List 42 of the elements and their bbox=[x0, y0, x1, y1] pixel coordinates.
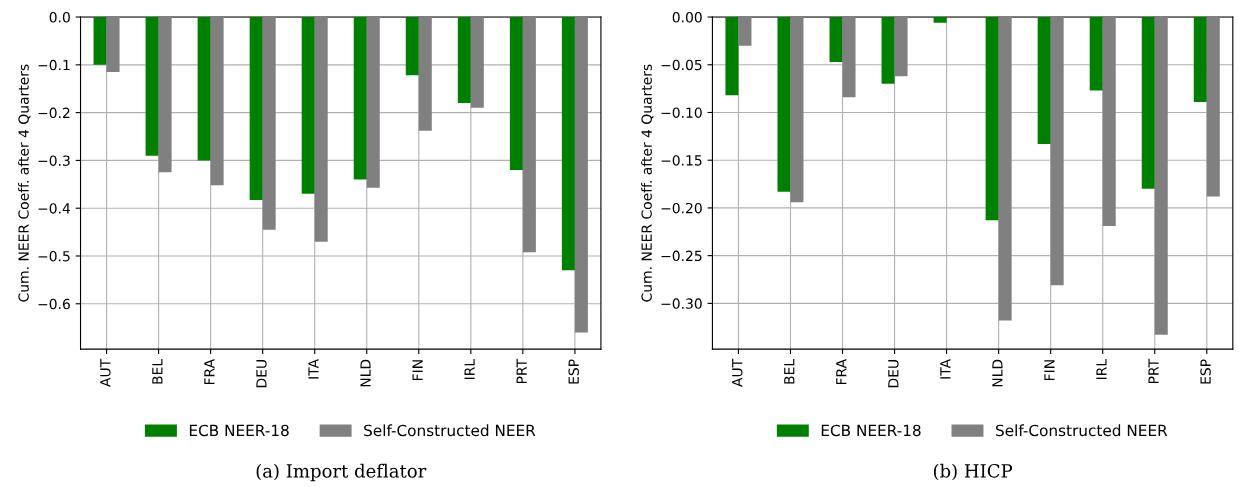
x-tick-label: BEL bbox=[784, 358, 795, 384]
legend-label: Self-Constructed NEER bbox=[364, 424, 536, 437]
x-tick-label: PRT bbox=[516, 358, 527, 384]
y-tick-label: 0.00 bbox=[672, 12, 702, 23]
legend-label: ECB NEER-18 bbox=[821, 424, 921, 437]
y-tick-label: −0.1 bbox=[38, 59, 70, 71]
y-tick-label: −0.30 bbox=[661, 298, 702, 309]
x-tick-label: PRT bbox=[1148, 358, 1159, 384]
x-tick-label: DEU bbox=[256, 360, 267, 388]
x-tick-label: FRA bbox=[836, 359, 847, 385]
legend-label: ECB NEER-18 bbox=[189, 424, 289, 437]
y-tick-label: −0.4 bbox=[38, 203, 71, 214]
y-tick-label: −0.5 bbox=[38, 250, 70, 262]
x-tick-label: AUT bbox=[732, 358, 743, 387]
x-tick-label: NLD bbox=[992, 359, 1003, 387]
x-tick-label: BEL bbox=[152, 358, 163, 384]
x-tick-label: NLD bbox=[360, 359, 371, 387]
x-tick-label: FIN bbox=[412, 360, 423, 381]
y-tick-label: −0.05 bbox=[661, 59, 702, 71]
x-tick-label: ESP bbox=[1200, 359, 1211, 384]
x-tick-label: FRA bbox=[204, 359, 215, 385]
y-tick-label: 0.0 bbox=[49, 12, 70, 23]
y-tick-label: −0.6 bbox=[38, 298, 70, 310]
x-tick-label: IRL bbox=[464, 358, 475, 380]
text: (b) HICP bbox=[933, 463, 1013, 481]
y-tick-label: −0.25 bbox=[661, 250, 702, 262]
y-axis-title: Cum. NEER Coeff. after 4 Quarters bbox=[18, 64, 31, 302]
y-tick-label: −0.15 bbox=[661, 155, 702, 166]
x-tick-label: ITA bbox=[940, 359, 951, 379]
legend-label: Self-Constructed NEER bbox=[996, 424, 1168, 437]
x-tick-label: AUT bbox=[100, 358, 111, 387]
x-tick-label: FIN bbox=[1044, 360, 1055, 381]
x-tick-label: IRL bbox=[1096, 358, 1107, 380]
y-tick-label: −0.3 bbox=[38, 155, 70, 166]
y-axis-title: Cum. NEER Coeff. after 4 Quarters bbox=[641, 64, 654, 302]
x-tick-label: ITA bbox=[308, 359, 319, 379]
y-tick-label: −0.2 bbox=[38, 107, 70, 119]
text: (a) Import deflator bbox=[256, 463, 427, 482]
y-tick-label: −0.20 bbox=[661, 202, 702, 214]
y-tick-label: −0.10 bbox=[661, 107, 702, 118]
x-tick-label: DEU bbox=[888, 360, 899, 388]
x-tick-label: ESP bbox=[568, 359, 579, 384]
